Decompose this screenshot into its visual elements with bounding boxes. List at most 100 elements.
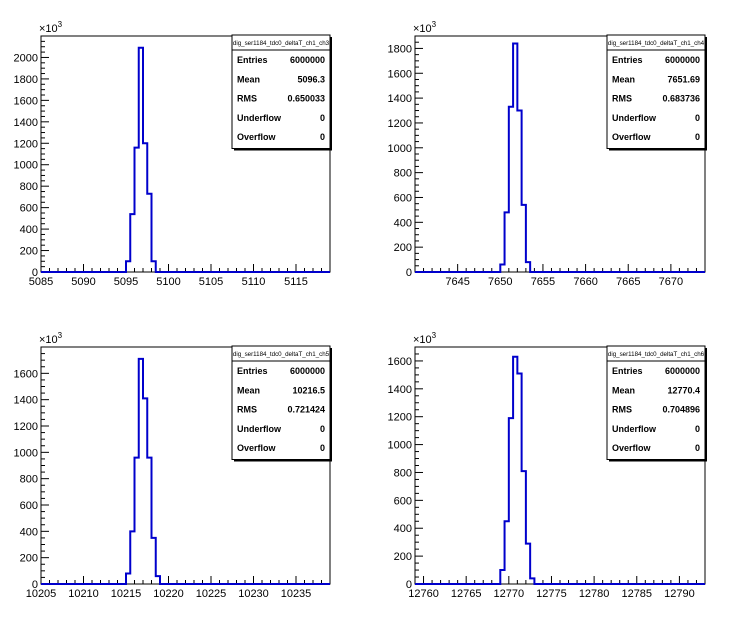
multiplier-exponent: 3 <box>432 20 437 29</box>
stat-label: Mean <box>237 74 260 84</box>
stat-label: RMS <box>237 94 257 104</box>
y-tick-label: 1600 <box>14 95 38 107</box>
stat-label: Overflow <box>237 443 277 453</box>
stat-label: Entries <box>237 55 268 65</box>
stat-box-title: dig_ser1184_tdc0_deltaT_ch1_ch6 <box>608 351 705 358</box>
stat-label: Mean <box>612 385 635 395</box>
stat-value: 5096.3 <box>297 74 325 84</box>
y-tick-label: 1200 <box>14 421 38 433</box>
stat-label: Entries <box>612 55 643 65</box>
multiplier-base: ×10 <box>39 334 58 346</box>
x-tick-label: 5085 <box>29 276 53 288</box>
stat-value: 0 <box>320 443 325 453</box>
y-tick-label: 800 <box>394 168 412 180</box>
y-tick-label: 0 <box>406 579 412 591</box>
y-tick-label: 1600 <box>388 68 412 80</box>
stat-value: 10216.5 <box>292 385 325 395</box>
x-tick-label: 12775 <box>536 588 567 600</box>
multiplier-base: ×10 <box>413 23 432 35</box>
y-tick-label: 1400 <box>388 93 412 105</box>
histogram-pad-3: 10205 10210 10215 10220 10225 10230 10235 0 200 4… <box>14 331 332 600</box>
x-tick-label: 7650 <box>488 276 512 288</box>
histogram-pad-2: 7645 7650 7655 7660 7665 7670 0 200 400 600 800 100… <box>388 20 707 288</box>
y-axis-multiplier: ×103 <box>39 331 63 346</box>
x-tick-label: 10205 <box>26 588 57 600</box>
histogram-line <box>41 357 330 585</box>
y-tick-label: 1000 <box>388 143 412 155</box>
y-tick-label: 600 <box>394 495 412 507</box>
x-tick-label: 12765 <box>451 588 482 600</box>
stat-box-title: dig_ser1184_tdc0_deltaT_ch1_ch4 <box>608 40 705 47</box>
stat-label: Underflow <box>612 424 657 434</box>
y-tick-label: 1600 <box>388 356 412 368</box>
stat-value: 0.721424 <box>287 405 325 415</box>
stat-label: RMS <box>612 405 632 415</box>
stat-value: 7651.69 <box>667 74 700 84</box>
stat-value: 6000000 <box>665 55 700 65</box>
y-tick-label: 800 <box>394 467 412 479</box>
y-tick-label: 800 <box>20 181 38 193</box>
y-tick-label: 200 <box>20 553 38 565</box>
y-tick-label: 0 <box>32 579 38 591</box>
stat-value: 0.683736 <box>662 94 700 104</box>
y-tick-label: 1200 <box>388 412 412 424</box>
stat-value: 0 <box>320 113 325 123</box>
x-tick-label: 12785 <box>621 588 652 600</box>
x-tick-label: 12780 <box>579 588 610 600</box>
multiplier-base: ×10 <box>39 23 58 35</box>
y-tick-label: 600 <box>394 192 412 204</box>
y-tick-label: 1800 <box>388 43 412 55</box>
stat-label: Overflow <box>237 132 277 142</box>
y-tick-label: 0 <box>32 267 38 279</box>
stat-box <box>606 345 706 460</box>
y-tick-label: 400 <box>20 526 38 538</box>
y-tick-label: 1400 <box>14 395 38 407</box>
stat-value: 6000000 <box>290 366 325 376</box>
x-tick-label: 7670 <box>659 276 683 288</box>
stat-label: Overflow <box>612 443 652 453</box>
y-tick-label: 0 <box>406 267 412 279</box>
stat-value: 0 <box>695 424 700 434</box>
multiplier-base: ×10 <box>413 334 432 346</box>
y-tick-label: 1400 <box>14 117 38 129</box>
multiplier-exponent: 3 <box>432 331 437 340</box>
y-tick-label: 200 <box>394 242 412 254</box>
stat-label: Overflow <box>612 132 652 142</box>
x-tick-label: 10210 <box>68 588 99 600</box>
y-tick-label: 600 <box>20 500 38 512</box>
x-tick-label: 5105 <box>199 276 223 288</box>
stat-value: 6000000 <box>290 55 325 65</box>
y-tick-label: 1200 <box>388 118 412 130</box>
x-tick-label: 5095 <box>114 276 138 288</box>
y-tick-label: 2000 <box>14 52 38 64</box>
x-tick-label: 12770 <box>494 588 525 600</box>
stat-value: 0 <box>320 132 325 142</box>
x-tick-label: 5100 <box>156 276 180 288</box>
stat-value: 0 <box>695 443 700 453</box>
stat-value: 0 <box>695 132 700 142</box>
x-tick-label: 10225 <box>196 588 227 600</box>
y-tick-label: 800 <box>20 474 38 486</box>
stat-label: Mean <box>612 74 635 84</box>
stat-value: 12770.4 <box>667 385 700 395</box>
x-tick-label: 5115 <box>284 276 308 288</box>
stat-value: 0 <box>695 113 700 123</box>
y-tick-label: 400 <box>20 224 38 236</box>
x-tick-label: 10220 <box>153 588 184 600</box>
y-tick-label: 1600 <box>14 368 38 380</box>
y-axis-multiplier: ×103 <box>413 331 437 346</box>
multiplier-exponent: 3 <box>58 20 63 29</box>
stat-box <box>231 34 331 149</box>
y-tick-label: 200 <box>20 246 38 258</box>
stat-label: RMS <box>237 405 257 415</box>
stat-label: RMS <box>612 94 632 104</box>
y-axis-multiplier: ×103 <box>413 20 437 35</box>
stat-box-title: dig_ser1184_tdc0_deltaT_ch1_ch5 <box>233 351 330 358</box>
x-tick-label: 7665 <box>616 276 640 288</box>
stat-label: Underflow <box>237 113 282 123</box>
stat-box-title: dig_ser1184_tdc0_deltaT_ch1_ch3 <box>233 40 330 47</box>
stat-label: Underflow <box>237 424 282 434</box>
histogram-line <box>415 42 705 273</box>
y-tick-label: 1200 <box>14 138 38 150</box>
